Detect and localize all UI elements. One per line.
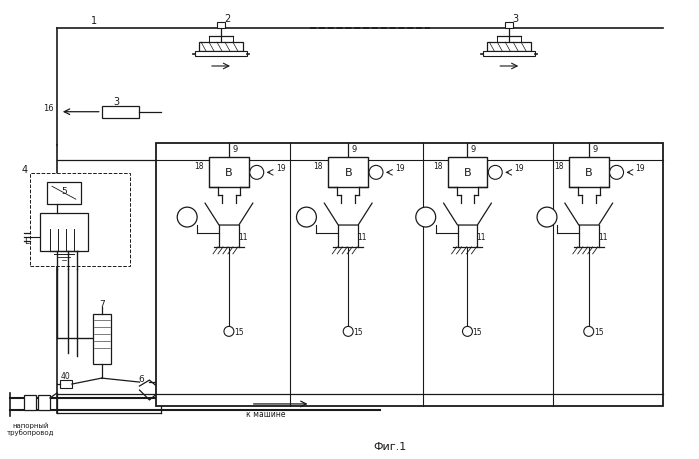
Text: 18: 18 [433,162,442,170]
Text: 19: 19 [395,163,405,173]
Circle shape [463,327,473,336]
Text: В: В [585,168,593,178]
Bar [40,213,88,252]
Bar [487,43,531,52]
Text: 9: 9 [232,145,238,154]
Text: 15: 15 [594,327,603,336]
Circle shape [178,207,197,228]
Text: 1: 1 [91,16,96,26]
Text: 11: 11 [238,233,247,242]
Text: 9: 9 [592,145,598,154]
Bar [24,395,36,410]
Text: напорный: напорный [12,422,48,428]
Bar [209,158,249,188]
Text: 15: 15 [234,327,244,336]
Circle shape [537,207,557,228]
Text: L: L [24,237,29,246]
Text: 11: 11 [598,233,607,242]
Bar [447,158,487,188]
Text: В: В [225,168,233,178]
Bar [47,183,81,205]
Text: 4: 4 [21,165,27,175]
Bar [93,315,110,364]
Circle shape [369,166,383,180]
Text: трубопровод: трубопровод [6,428,54,435]
Bar [217,23,225,29]
Text: 40: 40 [61,371,71,380]
Text: 19: 19 [635,163,645,173]
Text: 11: 11 [357,233,367,242]
Text: 2: 2 [224,14,230,24]
Text: к машине: к машине [246,409,285,419]
Text: 16: 16 [43,104,53,113]
Bar [157,143,663,406]
Text: 3: 3 [113,96,120,106]
Circle shape [296,207,317,228]
Text: 19: 19 [514,163,524,173]
Text: 15: 15 [353,327,363,336]
Text: 19: 19 [276,163,285,173]
Text: В: В [463,168,471,178]
Circle shape [250,166,264,180]
Text: 18: 18 [194,162,204,170]
Bar [60,380,72,388]
Text: 11: 11 [477,233,486,242]
Circle shape [584,327,593,336]
Circle shape [489,166,503,180]
Text: 9: 9 [352,145,356,154]
Circle shape [343,327,353,336]
Text: 18: 18 [314,162,323,170]
Bar [569,158,609,188]
Circle shape [416,207,435,228]
Bar [484,52,535,57]
Bar [30,174,129,266]
Bar [505,23,513,29]
Bar [329,158,368,188]
Circle shape [224,327,234,336]
Circle shape [610,166,624,180]
Bar [101,106,140,118]
Bar [195,52,247,57]
Text: 3: 3 [512,14,518,24]
Text: Фиг.1: Фиг.1 [373,441,407,451]
Text: 9: 9 [471,145,476,154]
Text: 15: 15 [473,327,482,336]
Bar [199,43,243,52]
Text: 18: 18 [554,162,563,170]
Text: 7: 7 [99,299,105,308]
Text: 6: 6 [138,374,144,383]
Bar [38,395,50,410]
Text: 5: 5 [61,186,67,196]
Text: В: В [345,168,352,178]
